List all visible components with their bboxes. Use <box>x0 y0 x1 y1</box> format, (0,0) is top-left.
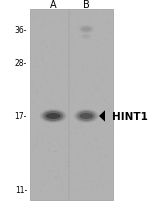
Ellipse shape <box>78 26 95 34</box>
Ellipse shape <box>79 26 93 34</box>
Ellipse shape <box>80 114 93 119</box>
Ellipse shape <box>44 111 63 121</box>
Text: 11-: 11- <box>15 185 27 194</box>
Text: 36-: 36- <box>15 25 27 34</box>
FancyArrow shape <box>99 111 105 122</box>
Ellipse shape <box>80 27 92 33</box>
Text: HINT1: HINT1 <box>112 111 148 121</box>
Ellipse shape <box>75 110 97 122</box>
Ellipse shape <box>81 34 91 40</box>
Text: 28-: 28- <box>15 58 27 67</box>
Bar <box>30 10 112 200</box>
Ellipse shape <box>80 34 92 40</box>
Text: A: A <box>50 0 57 10</box>
Ellipse shape <box>74 109 99 123</box>
Ellipse shape <box>46 114 61 119</box>
Bar <box>68 10 70 200</box>
Text: 17-: 17- <box>15 112 27 121</box>
Ellipse shape <box>82 28 91 32</box>
Ellipse shape <box>77 111 95 121</box>
Ellipse shape <box>82 35 90 39</box>
Ellipse shape <box>42 110 65 122</box>
Text: B: B <box>83 0 90 10</box>
Ellipse shape <box>83 36 89 39</box>
Ellipse shape <box>40 109 67 123</box>
